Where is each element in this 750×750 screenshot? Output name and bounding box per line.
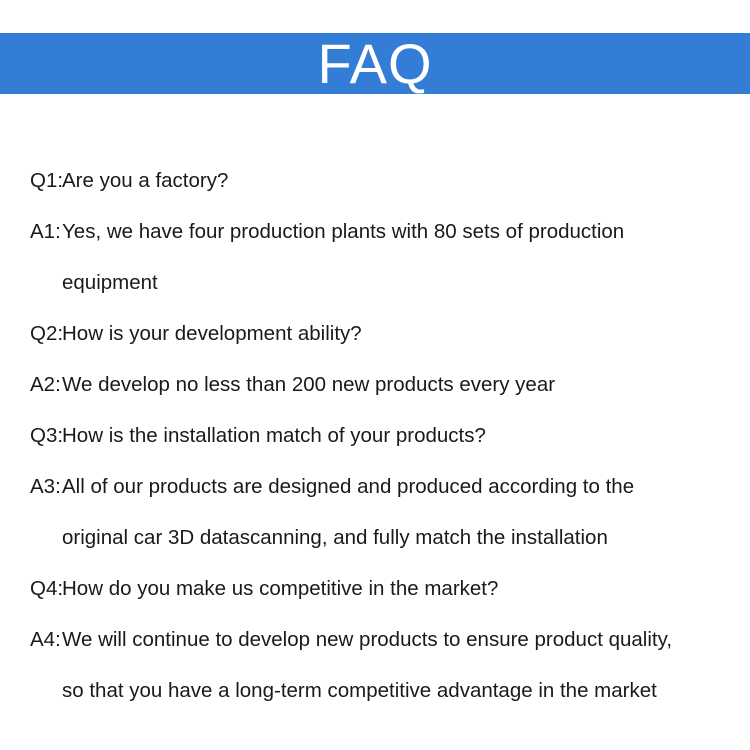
answer-line: original car 3D datascanning, and fully …: [30, 523, 740, 574]
faq-label: A2:: [30, 373, 61, 396]
faq-text: How do you make us competitive in the ma…: [62, 577, 499, 600]
faq-text: We will continue to develop new products…: [62, 628, 673, 651]
answer-line: A3: All of our products are designed and …: [30, 472, 740, 523]
faq-label: Q2:: [30, 322, 64, 345]
question-line: Q3: How is the installation match of your…: [30, 421, 740, 472]
faq-text: equipment: [62, 271, 158, 294]
faq-banner: FAQ: [0, 33, 750, 94]
question-line: Q4: How do you make us competitive in the…: [30, 574, 740, 625]
faq-list: Q1: Are you a factory? A1: Yes, we have fou…: [30, 166, 740, 727]
answer-line: equipment: [30, 268, 740, 319]
faq-label: Q1:: [30, 169, 64, 192]
faq-text: so that you have a long-term competitive…: [62, 679, 657, 702]
question-line: Q1: Are you a factory?: [30, 166, 740, 217]
answer-line: so that you have a long-term competitive…: [30, 676, 740, 727]
faq-text: How is your development ability?: [62, 322, 362, 345]
faq-text: original car 3D datascanning, and fully …: [62, 526, 608, 549]
answer-line: A2: We develop no less than 200 new produ…: [30, 370, 740, 421]
faq-text: All of our products are designed and pro…: [62, 475, 635, 498]
faq-label: A3:: [30, 475, 61, 498]
faq-label: A4:: [30, 628, 61, 651]
faq-text: Yes, we have four production plants with…: [62, 220, 625, 243]
faq-text: How is the installation match of your pr…: [62, 424, 486, 447]
question-line: Q2: How is your development ability?: [30, 319, 740, 370]
faq-label: [30, 268, 62, 319]
faq-text: We develop no less than 200 new products…: [62, 373, 556, 396]
answer-line: A1: Yes, we have four production plants w…: [30, 217, 740, 268]
faq-label: [30, 523, 62, 574]
faq-label: Q4:: [30, 577, 64, 600]
page-title: FAQ: [317, 32, 433, 95]
faq-label: Q3:: [30, 424, 64, 447]
answer-line: A4: We will continue to develop new produ…: [30, 625, 740, 676]
faq-label: [30, 676, 62, 727]
faq-label: A1:: [30, 220, 61, 243]
faq-text: Are you a factory?: [62, 169, 229, 192]
